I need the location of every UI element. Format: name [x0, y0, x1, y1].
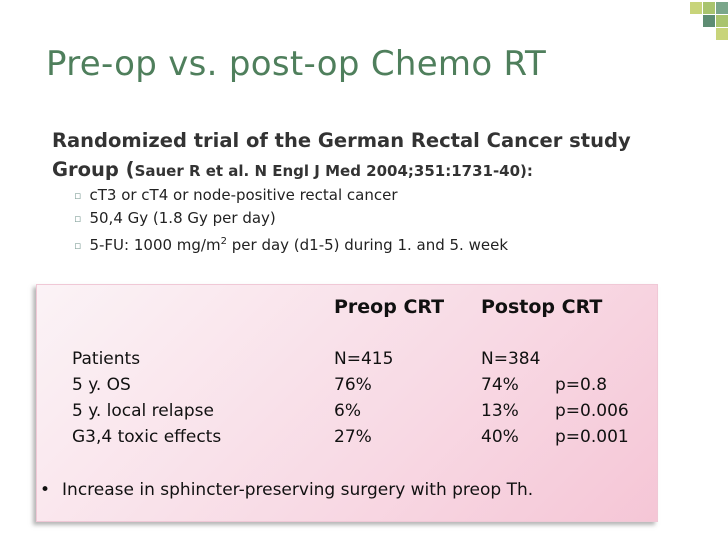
- bullet-item: ▫ 50,4 Gy (1.8 Gy per day): [74, 207, 508, 230]
- intro-main: Randomized trial of the German Rectal Ca…: [52, 129, 631, 181]
- conclusion-text: Increase in sphincter-preserving surgery…: [62, 480, 534, 500]
- postop-value: 13%: [481, 401, 519, 421]
- postop-value: 74%: [481, 375, 519, 395]
- column-header-postop: Postop CRT: [481, 296, 603, 318]
- decor-square: [716, 2, 728, 14]
- row-label: G3,4 toxic effects: [72, 427, 222, 447]
- decor-square: [716, 15, 728, 27]
- column-header-preop: Preop CRT: [334, 296, 445, 318]
- decor-square: [703, 15, 715, 27]
- bullet-marker-icon: ▫: [74, 189, 82, 202]
- bullet-item: ▫ cT3 or cT4 or node-positive rectal canc…: [74, 184, 508, 207]
- preop-value: 6%: [334, 401, 361, 421]
- corner-decoration: [690, 0, 728, 46]
- p-value: p=0.006: [555, 401, 629, 421]
- intro-text: Randomized trial of the German Rectal Ca…: [52, 126, 692, 186]
- postop-value: 40%: [481, 427, 519, 447]
- bullet-dot-icon: •: [40, 480, 51, 500]
- bullet-text: cT3 or cT4 or node-positive rectal cance…: [89, 186, 398, 204]
- row-label: 5 y. local relapse: [72, 401, 215, 421]
- bullet-item: ▫ 5-FU: 1000 mg/m2 per day (d1-5) during …: [74, 230, 509, 254]
- superscript: 2: [220, 236, 227, 247]
- slide-title: Pre-op vs. post-op Chemo RT: [46, 44, 547, 84]
- bullet-text: 50,4 Gy (1.8 Gy per day): [89, 209, 276, 227]
- bullet-text-post: per day (d1-5) during 1. and 5. week: [226, 236, 509, 254]
- postop-value: N=384: [481, 349, 541, 369]
- decor-square: [716, 28, 728, 40]
- bullet-marker-icon: ▫: [74, 212, 82, 225]
- conclusion: • Increase in sphincter-preserving surger…: [40, 480, 533, 500]
- bullet-text-pre: 5-FU: 1000 mg/m: [89, 236, 221, 254]
- bullet-list: ▫ cT3 or cT4 or node-positive rectal canc…: [74, 184, 509, 254]
- row-label: Patients: [72, 349, 141, 369]
- p-value: p=0.001: [555, 427, 629, 447]
- results-panel: [36, 284, 658, 522]
- p-value: p=0.8: [555, 375, 608, 395]
- intro-citation: Sauer R et al. N Engl J Med 2004;351:173…: [134, 162, 533, 180]
- decor-square: [703, 2, 715, 14]
- row-label: 5 y. OS: [72, 375, 131, 395]
- preop-value: 27%: [334, 427, 372, 447]
- bullet-marker-icon: ▫: [74, 239, 82, 252]
- preop-value: N=415: [334, 349, 394, 369]
- decor-square: [690, 2, 702, 14]
- preop-value: 76%: [334, 375, 372, 395]
